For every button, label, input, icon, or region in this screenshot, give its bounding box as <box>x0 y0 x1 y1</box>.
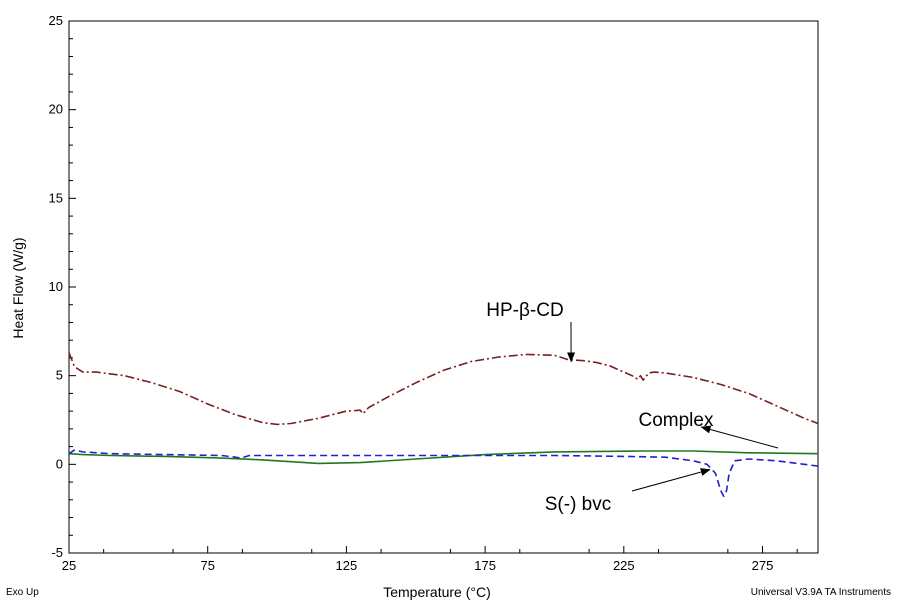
y-tick-label: -5 <box>51 545 63 560</box>
annotation-arrow-2 <box>631 468 711 492</box>
x-tick-label: 275 <box>752 558 774 573</box>
series-label-2: S(-) bvc <box>545 494 612 515</box>
x-axis-title: Temperature (°C) <box>383 584 491 600</box>
series-label-0: HP-β-CD <box>486 300 563 321</box>
series-line-0 <box>68 352 819 426</box>
series-line-2 <box>68 449 819 498</box>
series-line-1 <box>68 450 819 465</box>
x-tick-label: 175 <box>474 558 496 573</box>
plot-frame <box>68 20 819 554</box>
y-tick-label: 5 <box>56 368 63 383</box>
footer-left-label: Exo Up <box>6 587 39 598</box>
y-tick-label: 25 <box>49 13 63 28</box>
y-tick-label: 0 <box>56 456 63 471</box>
y-tick-label: 20 <box>49 102 63 117</box>
y-tick-label: 10 <box>49 279 63 294</box>
x-tick-label: 75 <box>200 558 214 573</box>
annotation-arrow-1 <box>700 425 779 449</box>
series-label-1: Complex <box>639 410 714 431</box>
x-tick-label: 25 <box>62 558 76 573</box>
footer-right-label: Universal V3.9A TA Instruments <box>751 587 891 598</box>
x-tick-label: 125 <box>336 558 358 573</box>
y-tick-label: 15 <box>49 190 63 205</box>
y-axis-title: Heat Flow (W/g) <box>10 237 26 338</box>
x-tick-label: 225 <box>613 558 635 573</box>
